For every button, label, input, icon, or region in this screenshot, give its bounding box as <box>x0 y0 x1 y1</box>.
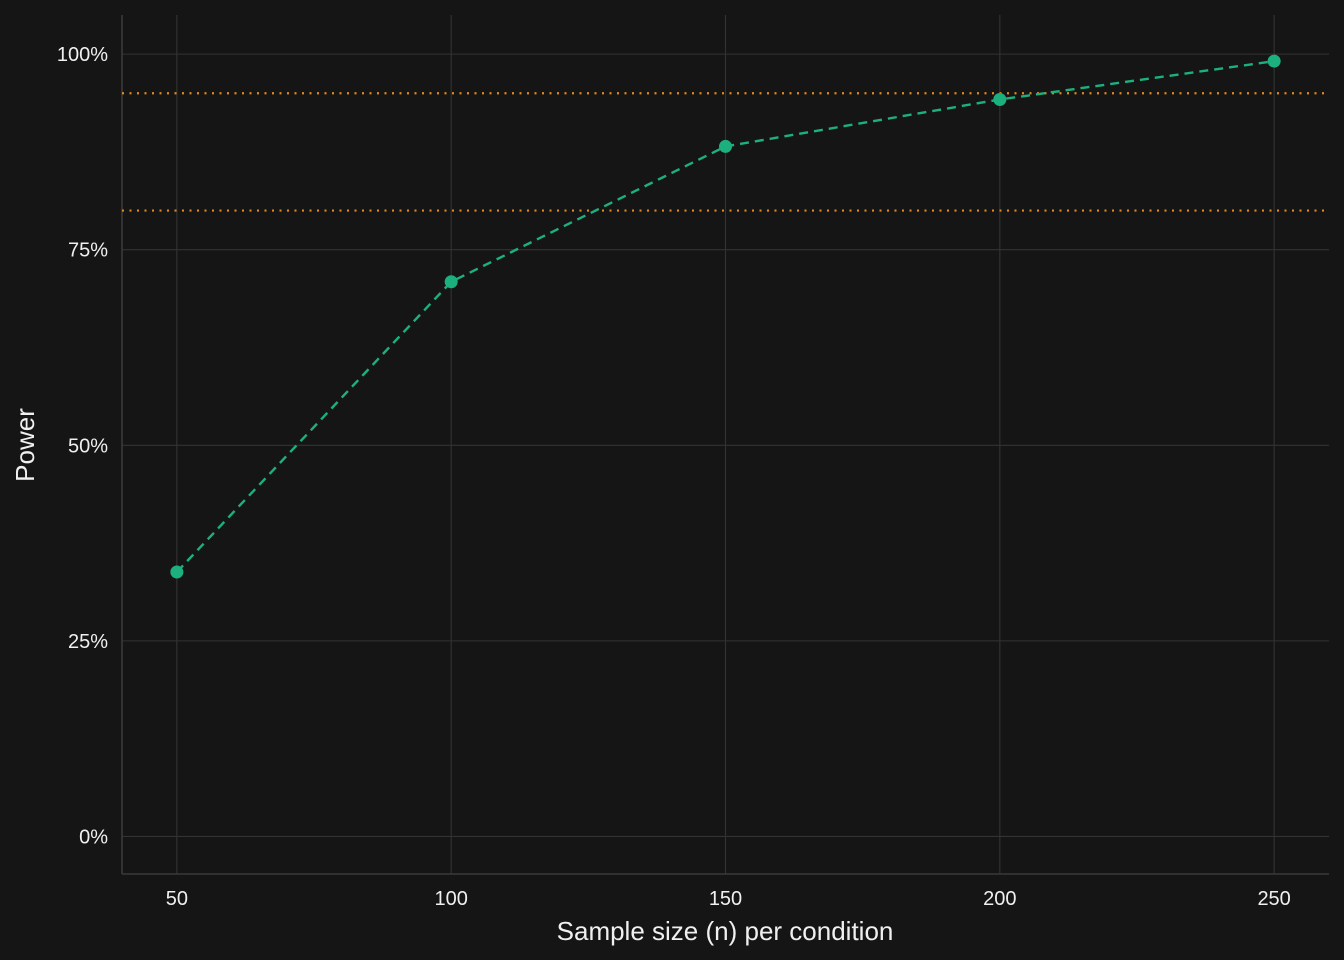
x-axis-title: Sample size (n) per condition <box>557 916 894 946</box>
y-tick-label-2: 50% <box>68 435 108 457</box>
data-point-0-1 <box>444 275 458 289</box>
x-tick-label-1: 100 <box>434 888 467 910</box>
y-axis-title: Power <box>10 408 40 482</box>
data-point-0-3 <box>993 92 1007 106</box>
y-tick-label-4: 100% <box>57 44 108 66</box>
axis-layer <box>121 15 1329 875</box>
y-tick-label-0: 0% <box>79 826 108 848</box>
data-point-0-4 <box>1267 54 1281 68</box>
series-layer <box>170 54 1281 579</box>
x-tick-label-3: 200 <box>983 888 1016 910</box>
data-point-0-0 <box>170 565 184 579</box>
y-tick-label-3: 75% <box>68 240 108 262</box>
x-tick-label-0: 50 <box>166 888 188 910</box>
y-tick-label-1: 25% <box>68 631 108 653</box>
tick-labels-layer: 50 100 150 200 250 0% 25% 50% 75% 100% <box>57 44 1291 910</box>
data-point-0-2 <box>719 139 732 153</box>
reference-lines-layer <box>122 92 1329 212</box>
grid-layer <box>122 15 1329 874</box>
x-tick-label-4: 250 <box>1257 888 1290 910</box>
x-tick-label-2: 150 <box>709 888 742 910</box>
